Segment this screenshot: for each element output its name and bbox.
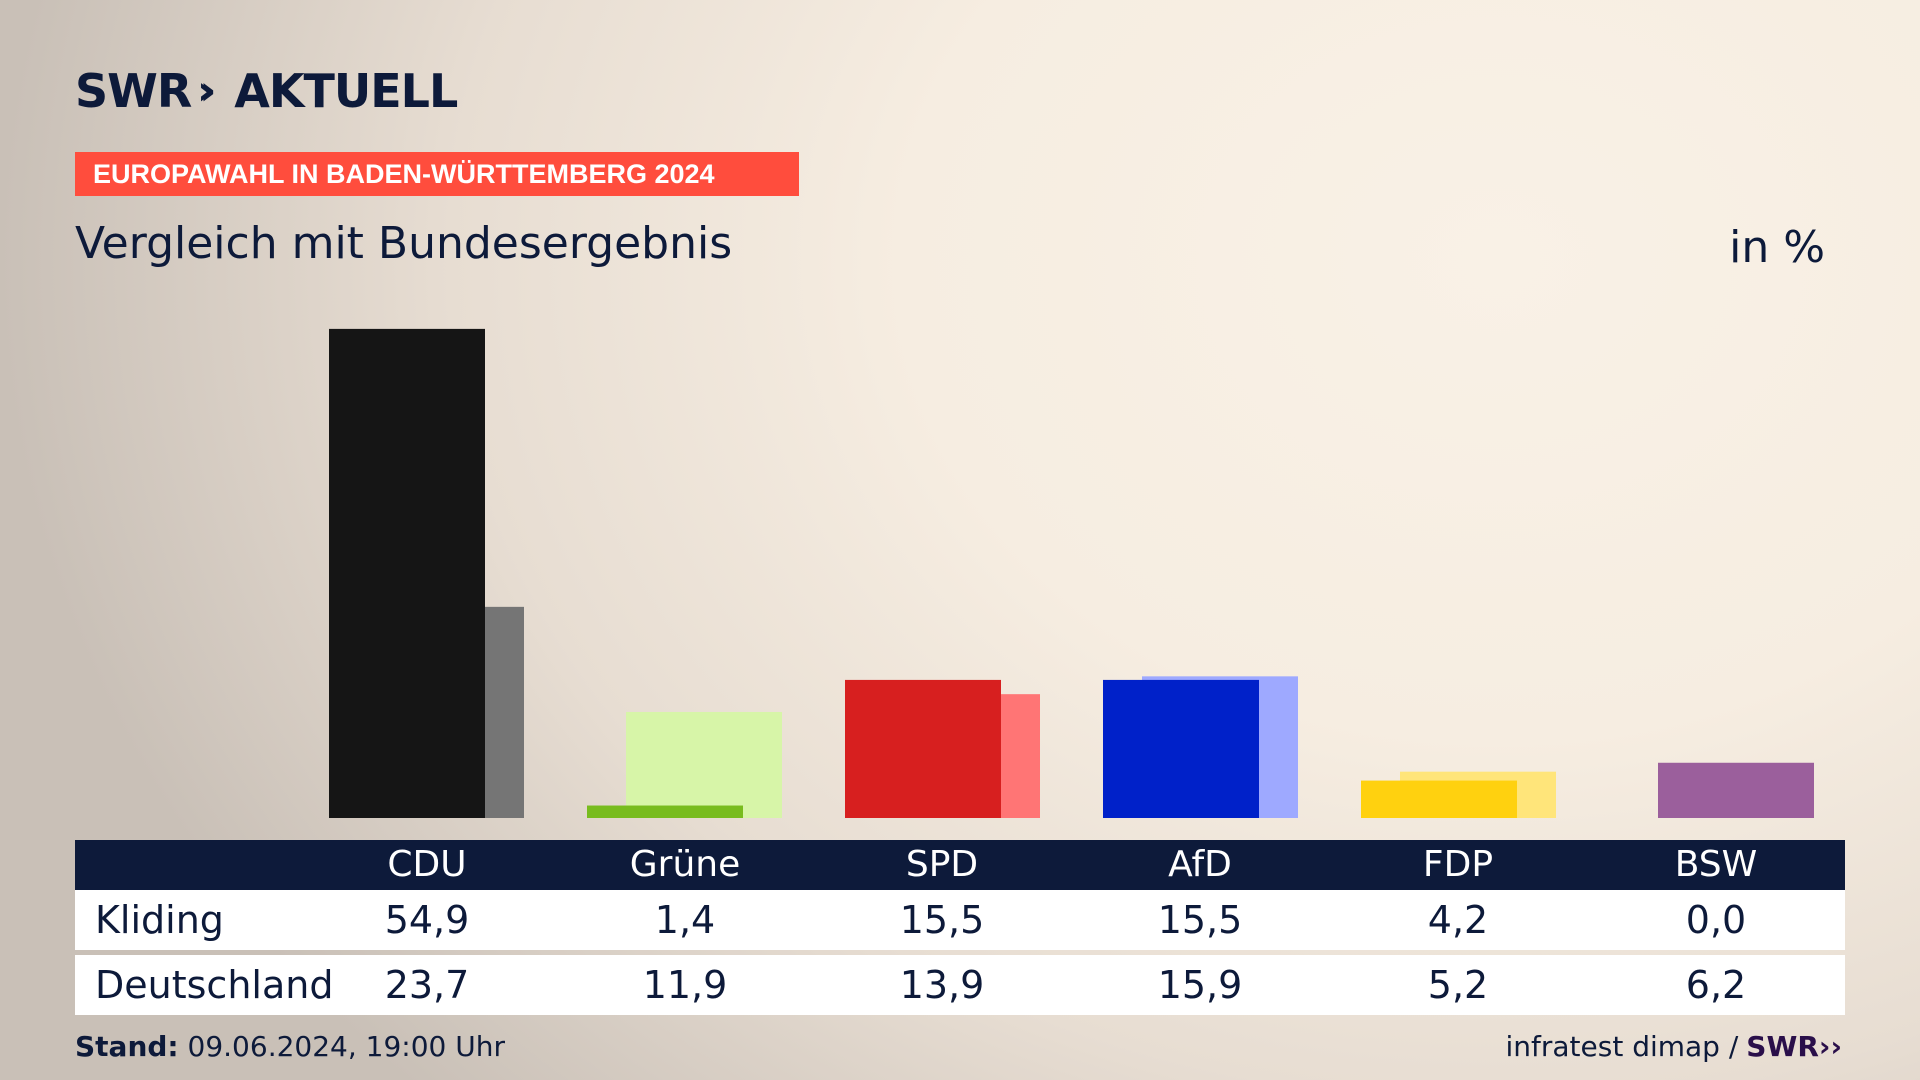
- bar-spd-kliding: [845, 679, 1001, 818]
- stand-label: Stand:: [75, 1030, 179, 1063]
- bar-cdu-kliding: [329, 328, 485, 818]
- table-row-kliding: Kliding 54,9 1,4 15,5 15,5 4,2 0,0: [75, 890, 1845, 950]
- swr-logo-small: SWR››: [1746, 1030, 1842, 1063]
- source: infratest dimap / SWR››: [1505, 1030, 1842, 1063]
- column-header: Grüne: [629, 844, 741, 885]
- table-cell: 15,5: [899, 898, 985, 942]
- logo-swr: SWR: [75, 64, 192, 118]
- table-cell: 15,9: [1157, 963, 1243, 1007]
- table-cell: 11,9: [642, 963, 728, 1007]
- column-header: BSW: [1674, 844, 1758, 885]
- column-header: CDU: [387, 844, 467, 885]
- column-header: AfD: [1168, 844, 1232, 885]
- logo-aktuell: AKTUELL: [234, 64, 458, 118]
- row-label: Deutschland: [95, 963, 334, 1007]
- row-label: Kliding: [95, 898, 224, 942]
- results-table: CDU Grüne SPD AfD FDP BSW Kliding 54,9 1,4 15,5…: [75, 840, 1845, 1015]
- chart-title: Vergleich mit Bundesergebnis: [75, 218, 733, 269]
- bar-afd-kliding: [1103, 679, 1259, 818]
- table-cell: 1,4: [654, 898, 716, 942]
- table-cell: 54,9: [384, 898, 470, 942]
- table-cell: 4,2: [1427, 898, 1489, 942]
- bar-chart: [329, 328, 1814, 818]
- table-cell: 0,0: [1685, 898, 1747, 942]
- column-header: SPD: [905, 844, 979, 885]
- unit-label: in %: [1729, 222, 1825, 273]
- table-cell: 6,2: [1685, 963, 1747, 1007]
- bar-grüne-deutschland: [626, 711, 782, 818]
- stand-value: 09.06.2024, 19:00 Uhr: [187, 1030, 505, 1063]
- bar-fdp-kliding: [1361, 780, 1517, 818]
- table-cell: 23,7: [384, 963, 470, 1007]
- source-text: infratest dimap /: [1505, 1030, 1739, 1063]
- table-header: CDU Grüne SPD AfD FDP BSW: [75, 840, 1845, 890]
- election-banner: EUROPAWAHL IN BADEN-WÜRTTEMBERG 2024: [75, 152, 799, 196]
- table-cell: 5,2: [1427, 963, 1489, 1007]
- table-row-deutschland: Deutschland 23,7 11,9 13,9 15,9 5,2 6,2: [75, 955, 1845, 1015]
- column-header: FDP: [1422, 844, 1494, 885]
- swr-aktuell-logo: SWR ›› AKTUELL: [75, 64, 458, 118]
- timestamp: Stand: 09.06.2024, 19:00 Uhr: [75, 1030, 505, 1063]
- bar-bsw-deutschland: [1658, 762, 1814, 818]
- table-cell: 13,9: [899, 963, 985, 1007]
- bar-grüne-kliding: [587, 805, 743, 818]
- table-cell: 15,5: [1157, 898, 1243, 942]
